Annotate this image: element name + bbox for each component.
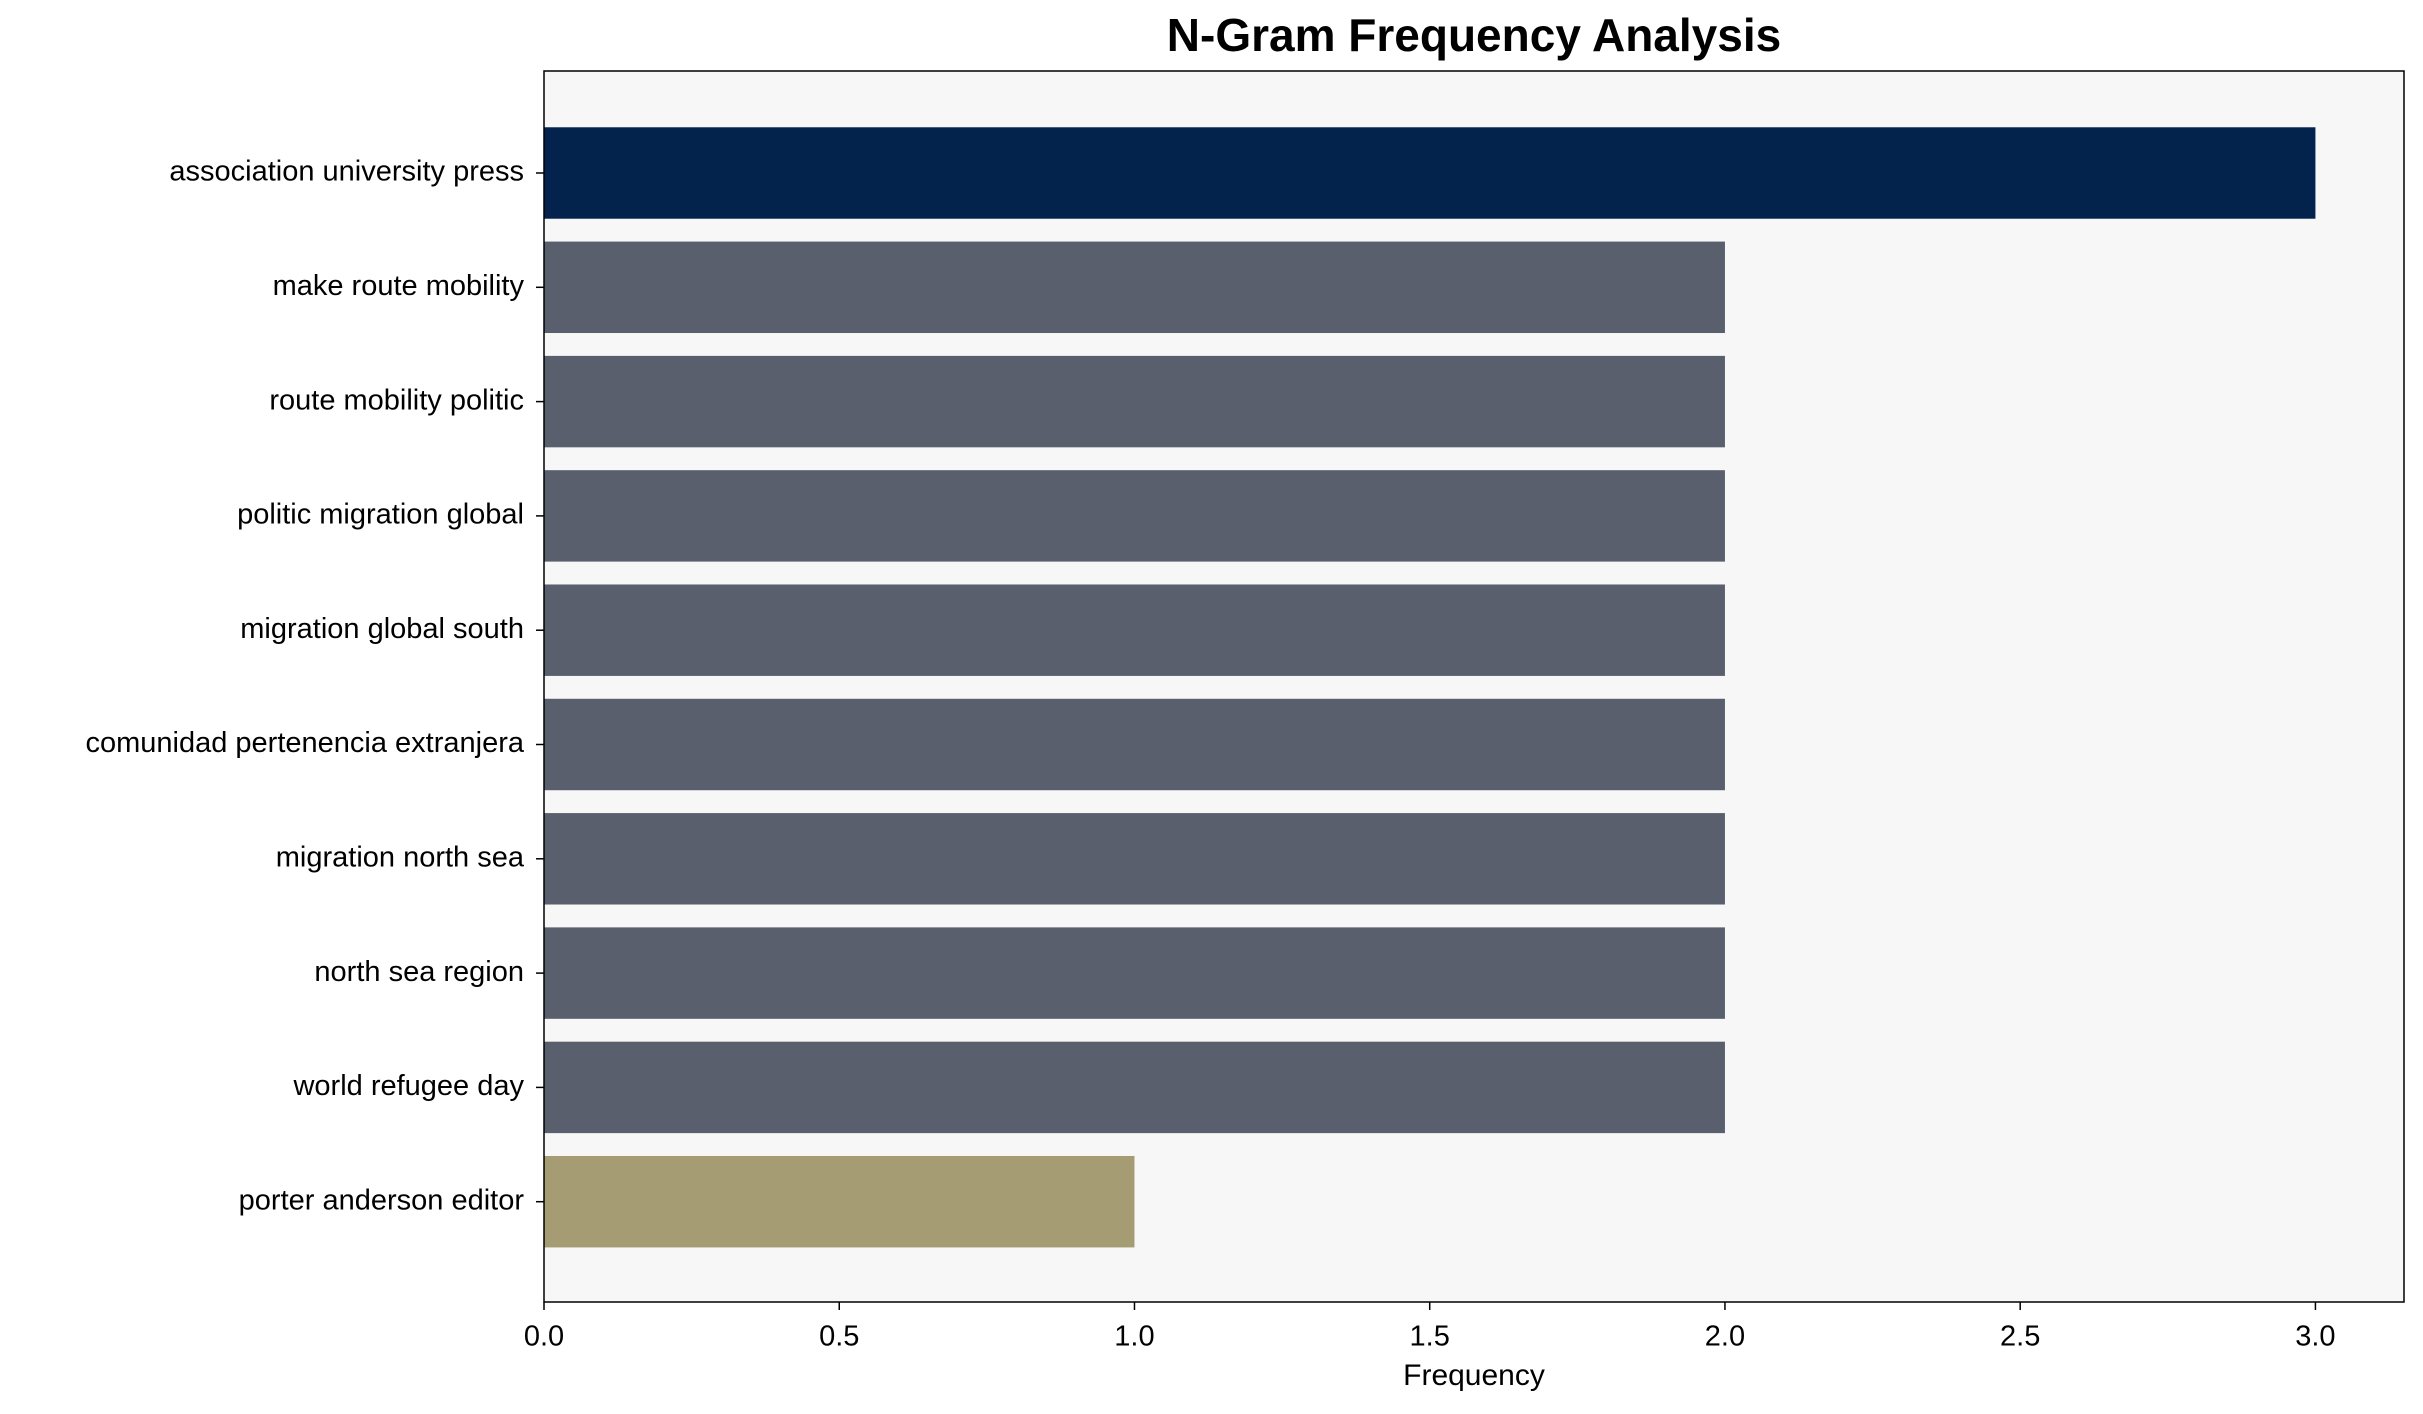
x-tick-label: 2.0 [1705, 1321, 1745, 1353]
chart-title: N-Gram Frequency Analysis [1167, 9, 1781, 61]
y-tick-label: porter anderson editor [239, 1184, 525, 1216]
bar [544, 698, 1725, 791]
plot-frame [543, 70, 2405, 1303]
x-tick-label: 3.0 [2295, 1321, 2335, 1353]
y-tick-label: association university press [169, 156, 524, 188]
x-axis-label: Frequency [1403, 1359, 1545, 1392]
x-tick-label: 1.0 [1114, 1321, 1154, 1353]
y-tick-label: migration global south [240, 613, 524, 645]
bar [544, 241, 1725, 334]
y-tick-label: comunidad pertenencia extranjera [86, 727, 525, 759]
x-tick-label: 2.5 [2000, 1321, 2040, 1353]
y-tick-label: north sea region [314, 956, 524, 988]
y-tick-label: migration north sea [276, 841, 525, 873]
y-tick-label: make route mobility [273, 270, 525, 302]
bar [544, 1041, 1725, 1134]
y-tick-label: politic migration global [237, 499, 524, 531]
bar [544, 927, 1725, 1019]
bar [544, 355, 1725, 448]
y-tick-label: route mobility politic [269, 384, 524, 416]
x-tick-label: 0.5 [819, 1321, 859, 1353]
bar [544, 813, 1725, 905]
bar [544, 584, 1725, 676]
bar [544, 470, 1725, 562]
bar [544, 127, 2316, 219]
bar [544, 1155, 1135, 1248]
x-tick-label: 1.5 [1410, 1321, 1450, 1353]
x-tick-label: 0.0 [524, 1321, 564, 1353]
y-tick-label: world refugee day [292, 1070, 524, 1102]
